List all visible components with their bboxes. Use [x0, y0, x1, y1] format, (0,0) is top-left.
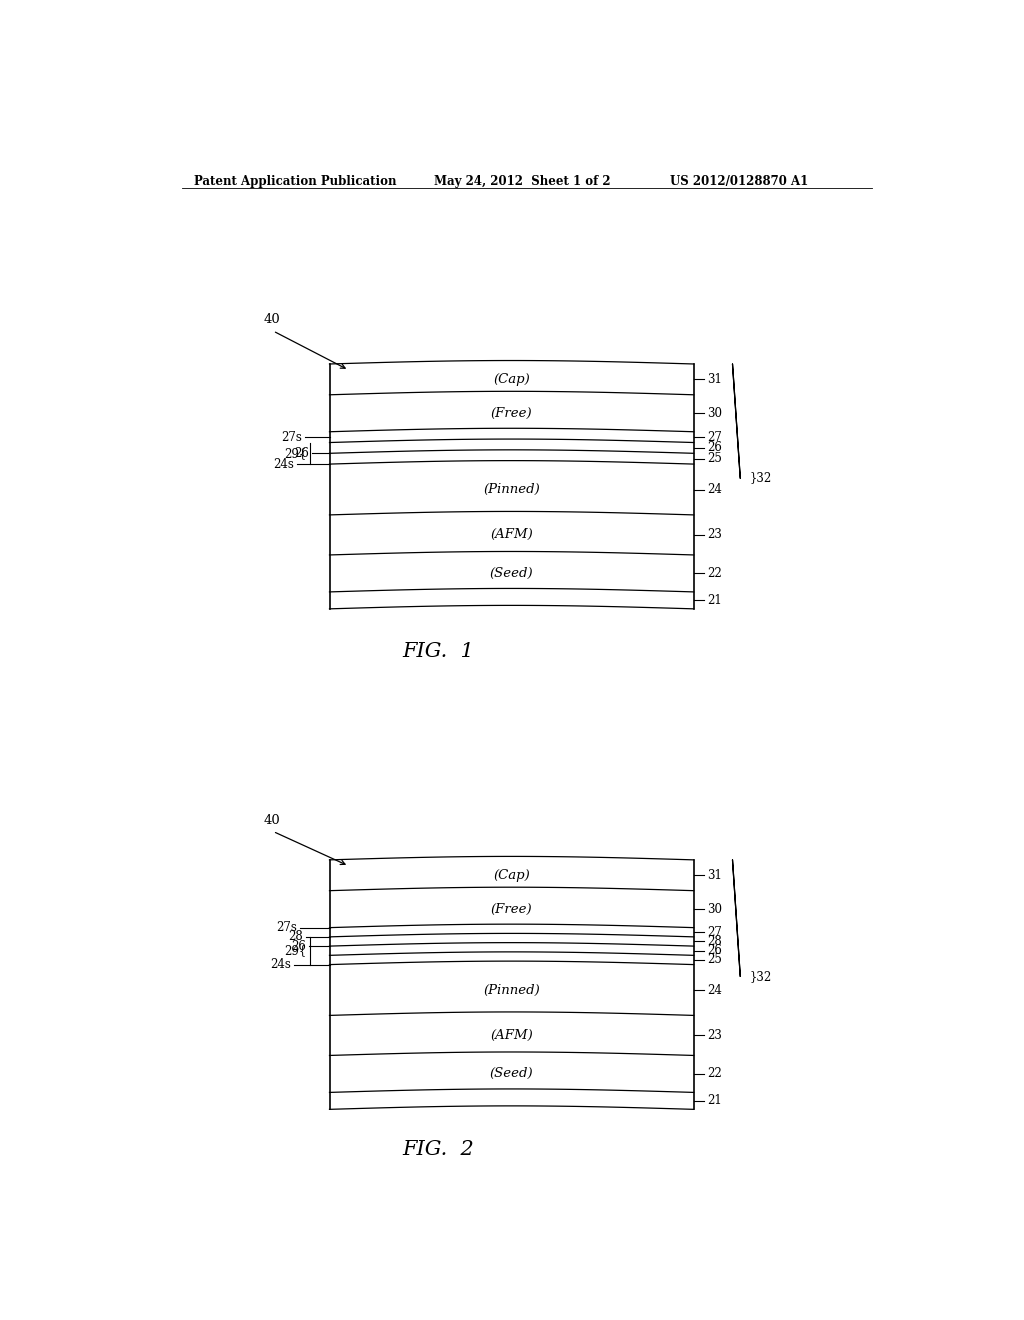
Text: 29{: 29{	[284, 446, 306, 459]
Bar	[330, 937, 693, 946]
Text: 22: 22	[707, 566, 722, 579]
Bar	[330, 1056, 693, 1093]
Text: (Pinned): (Pinned)	[483, 483, 540, 496]
Text: 26: 26	[707, 441, 722, 454]
Bar	[330, 946, 693, 956]
Text: Patent Application Publication: Patent Application Publication	[194, 176, 396, 189]
Text: 27s: 27s	[281, 430, 302, 444]
Text: 26: 26	[292, 940, 306, 953]
Text: (Pinned): (Pinned)	[483, 983, 540, 997]
Text: (Free): (Free)	[490, 903, 532, 916]
Text: 24s: 24s	[273, 458, 294, 471]
Text: 40: 40	[263, 313, 281, 326]
Text: 21: 21	[707, 594, 722, 607]
Bar	[330, 432, 693, 442]
Text: 26: 26	[295, 446, 309, 459]
Bar	[330, 591, 693, 609]
Bar	[330, 395, 693, 432]
Text: 25: 25	[707, 453, 722, 465]
Text: 23: 23	[707, 528, 722, 541]
Text: 24s: 24s	[270, 958, 291, 972]
Text: 40: 40	[263, 813, 281, 826]
Text: US 2012/0128870 A1: US 2012/0128870 A1	[671, 176, 809, 189]
Text: (Seed): (Seed)	[489, 566, 534, 579]
Text: 28: 28	[707, 935, 722, 948]
Bar	[330, 442, 693, 453]
Bar	[330, 453, 693, 465]
Bar	[330, 515, 693, 554]
Text: 21: 21	[707, 1094, 722, 1107]
Bar	[330, 928, 693, 937]
Bar	[330, 465, 693, 515]
Text: (AFM): (AFM)	[490, 528, 534, 541]
Text: 23: 23	[707, 1028, 722, 1041]
Text: 31: 31	[707, 869, 722, 882]
Text: (Cap): (Cap)	[494, 372, 530, 385]
Text: FIG.  1: FIG. 1	[402, 642, 474, 661]
Text: 27s: 27s	[276, 921, 297, 935]
Text: (Seed): (Seed)	[489, 1068, 534, 1081]
Text: 28: 28	[289, 931, 303, 944]
Text: 24: 24	[707, 983, 722, 997]
Bar	[330, 956, 693, 965]
Text: 31: 31	[707, 372, 722, 385]
Text: May 24, 2012  Sheet 1 of 2: May 24, 2012 Sheet 1 of 2	[434, 176, 610, 189]
Bar	[330, 364, 693, 395]
Text: 27: 27	[707, 430, 722, 444]
Text: 27: 27	[707, 925, 722, 939]
Bar	[330, 891, 693, 928]
Text: (AFM): (AFM)	[490, 1028, 534, 1041]
Bar	[330, 1015, 693, 1056]
Text: 25: 25	[707, 953, 722, 966]
Text: 30: 30	[707, 903, 722, 916]
Bar	[330, 554, 693, 591]
Text: (Cap): (Cap)	[494, 869, 530, 882]
Text: }32: }32	[750, 471, 772, 484]
Text: FIG.  2: FIG. 2	[402, 1140, 474, 1159]
Text: }32: }32	[750, 970, 772, 982]
Text: 26: 26	[707, 944, 722, 957]
Text: 29{: 29{	[284, 944, 306, 957]
Text: 22: 22	[707, 1068, 722, 1081]
Bar	[330, 1093, 693, 1109]
Bar	[330, 859, 693, 891]
Text: 30: 30	[707, 407, 722, 420]
Bar	[330, 965, 693, 1015]
Text: (Free): (Free)	[490, 407, 532, 420]
Text: 24: 24	[707, 483, 722, 496]
